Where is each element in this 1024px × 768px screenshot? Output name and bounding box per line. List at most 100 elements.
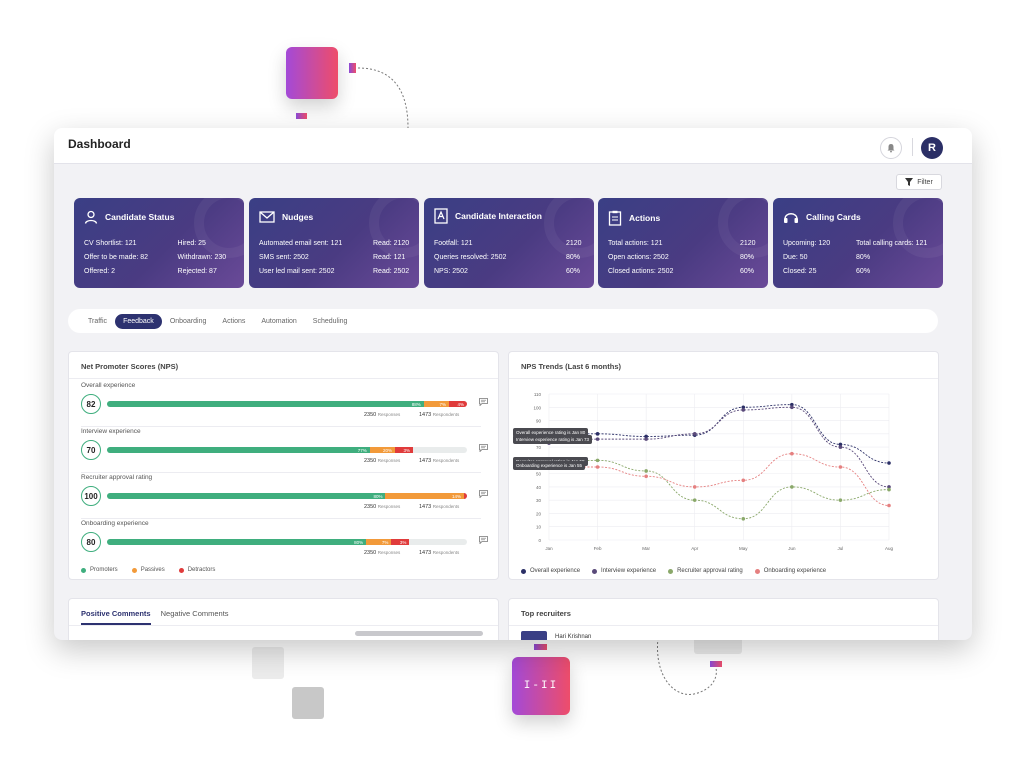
chart-tooltip: Interview experience rating is Jan 73 xyxy=(513,435,593,445)
recruiter-item[interactable]: Hari Krishnan xyxy=(521,631,591,640)
user-icon xyxy=(84,210,98,224)
y-tick-label: 100 xyxy=(533,405,541,410)
tab-actions[interactable]: Actions xyxy=(222,317,246,325)
filter-icon xyxy=(905,178,914,186)
comment-icon[interactable] xyxy=(479,490,488,498)
series-point xyxy=(692,485,697,489)
notification-button[interactable] xyxy=(880,137,902,159)
tab-positive-comments[interactable]: Positive Comments xyxy=(81,609,151,625)
card-candidate-status[interactable]: Candidate Status CV Shortlist: 121 Hired:… xyxy=(74,198,244,288)
tab-negative-comments[interactable]: Negative Comments xyxy=(160,609,229,618)
header-divider xyxy=(912,138,913,156)
responses-count: 2350 Responses xyxy=(364,458,400,464)
card-stat: Automated email sent: 121 xyxy=(259,240,343,247)
tab-feedback[interactable]: Feedback xyxy=(115,313,162,329)
legend-dot xyxy=(131,567,137,573)
card-stat: 2120 xyxy=(740,240,756,247)
card-stat: Footfall: 121 xyxy=(434,240,473,247)
responses-value: 2350 xyxy=(364,504,377,510)
responses-word: Responses xyxy=(377,504,401,509)
comments-scrollbar[interactable] xyxy=(355,631,483,636)
recruiter-avatar xyxy=(521,631,547,640)
card-decoration xyxy=(194,198,244,258)
card-stat: Closed: 25 xyxy=(783,268,817,275)
card-nudges[interactable]: Nudges Automated email sent: 121 Read: 21… xyxy=(249,198,419,288)
legend-label: Overall experience xyxy=(530,568,581,574)
decor-small-square xyxy=(710,661,722,667)
x-tick-label: Mar xyxy=(642,546,650,551)
nps-score: 82 xyxy=(81,394,101,414)
top-bar: Dashboard R xyxy=(54,128,972,164)
legend-dot xyxy=(178,567,184,573)
row-divider xyxy=(81,518,481,519)
section-tabs: Traffic Feedback Onboarding Actions Auto… xyxy=(68,309,938,333)
card-title: Actions xyxy=(629,213,661,223)
legend-label: Recruiter approval rating xyxy=(677,568,743,574)
contact-card-icon xyxy=(434,208,448,224)
card-stat: Total calling cards: 121 xyxy=(856,240,928,247)
tab-onboarding[interactable]: Onboarding xyxy=(169,317,207,325)
series-point xyxy=(741,405,746,410)
card-stat: Closed actions: 2502 xyxy=(608,268,674,275)
card-decoration xyxy=(369,198,419,258)
decor-light-square xyxy=(694,636,742,654)
x-tick-label: Jun xyxy=(788,546,796,551)
bar-passives: 7% xyxy=(423,401,449,407)
filter-button[interactable]: Filter xyxy=(896,174,942,190)
respondents-count: 1473 Respondents xyxy=(419,412,459,418)
chart-title: NPS Trends (Last 6 months) xyxy=(521,362,622,371)
nps-row-label: Recruiter approval rating xyxy=(81,474,153,481)
y-tick-label: 90 xyxy=(536,419,542,424)
series-point xyxy=(595,432,600,436)
x-tick-label: Jan xyxy=(545,546,553,551)
tab-scheduling[interactable]: Scheduling xyxy=(312,317,348,325)
responses-value: 2350 xyxy=(364,550,377,556)
chart-legend-item: Onboarding experience xyxy=(754,568,826,574)
card-stat: Read: 2120 xyxy=(373,240,410,247)
comment-icon[interactable] xyxy=(479,536,488,544)
card-calling-cards[interactable]: Calling Cards Upcoming: 120 Total calling… xyxy=(773,198,943,288)
card-stat: SMS sent: 2502 xyxy=(259,254,309,261)
card-stat: Due: 50 xyxy=(783,254,808,261)
nps-row-label: Interview experience xyxy=(81,428,141,435)
responses-count: 2350 Responses xyxy=(364,550,400,556)
nps-row-label: Overall experience xyxy=(81,382,136,389)
respondents-word: Respondents xyxy=(432,550,460,555)
card-decoration xyxy=(893,198,943,258)
series-point xyxy=(887,487,891,492)
decor-small-square xyxy=(534,644,547,650)
card-stat: Total actions: 121 xyxy=(608,240,663,247)
card-stat: 80% xyxy=(856,254,871,261)
chart-legend-item: Overall experience xyxy=(521,568,580,574)
card-candidate-interaction[interactable]: Candidate Interaction Footfall: 121 2120 … xyxy=(424,198,594,288)
card-actions[interactable]: Actions Total actions: 121 2120 Open acti… xyxy=(598,198,768,288)
card-title: Nudges xyxy=(282,212,314,222)
clipboard-icon xyxy=(608,210,622,226)
panel-divider xyxy=(509,378,938,379)
bar-detractors xyxy=(464,493,467,499)
y-tick-label: 10 xyxy=(536,525,542,530)
card-stat: 2120 xyxy=(566,240,582,247)
responses-word: Responses xyxy=(377,412,401,417)
decor-grey-square xyxy=(292,687,324,719)
series-point xyxy=(741,408,746,412)
avatar[interactable]: R xyxy=(921,137,943,159)
card-stat: Rejected: 87 xyxy=(177,268,217,275)
x-tick-label: Apr xyxy=(691,546,699,551)
tab-automation[interactable]: Automation xyxy=(261,317,297,325)
bar-detractors: 4% xyxy=(448,401,467,407)
legend-passives: Passives xyxy=(131,567,165,573)
nps-bar: 80% 7% 3% xyxy=(107,539,467,545)
card-stat: 80% xyxy=(566,254,581,261)
bar-detractors: 3% xyxy=(391,539,410,545)
card-stat: Open actions: 2502 xyxy=(608,254,669,261)
series-point xyxy=(790,485,794,489)
comment-icon[interactable] xyxy=(479,398,488,406)
comment-icon[interactable] xyxy=(479,444,488,452)
card-title: Candidate Interaction xyxy=(455,211,542,221)
tab-traffic[interactable]: Traffic xyxy=(88,317,108,325)
card-stat: 60% xyxy=(856,268,871,275)
card-stat: Hired: 25 xyxy=(177,240,206,247)
decor-dashed-curve xyxy=(357,67,409,129)
nps-title: Net Promoter Scores (NPS) xyxy=(81,362,179,371)
